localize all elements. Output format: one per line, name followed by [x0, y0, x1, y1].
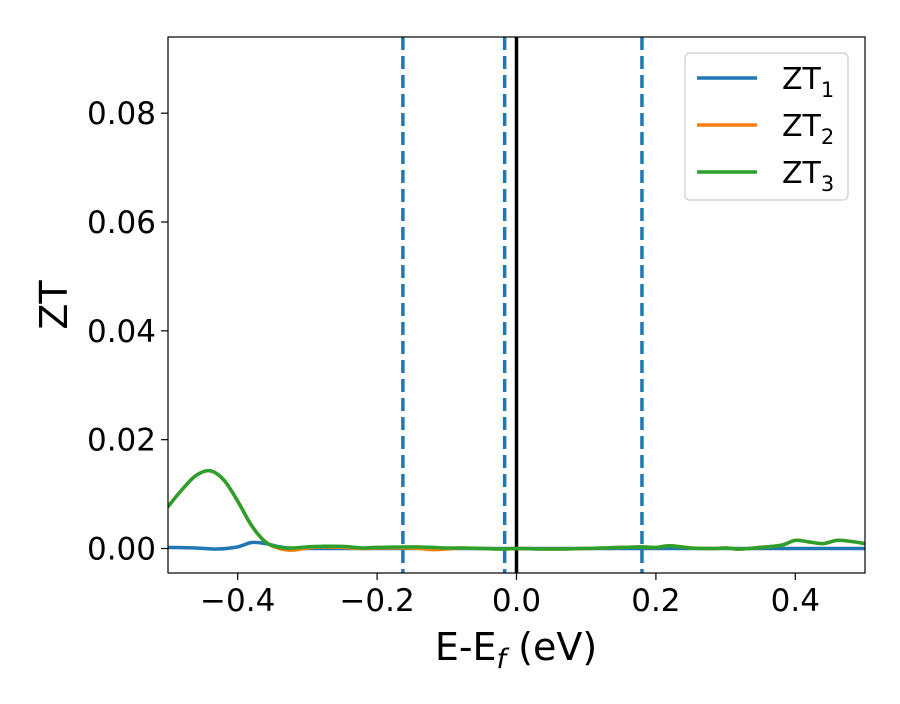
- legend-label: ZT3: [782, 156, 834, 196]
- y-axis-label: ZT: [32, 280, 76, 330]
- y-axis: 0.00 0.02 0.04 0.06 0.08: [87, 96, 168, 568]
- reference-lines: [401, 37, 644, 573]
- x-tick-label: 0.2: [631, 583, 680, 619]
- y-tick-label: 0.00: [87, 532, 156, 568]
- x-tick-label: 0.0: [492, 583, 541, 619]
- y-tick-label: 0.06: [87, 205, 156, 241]
- x-axis-label: E-Ef (eV): [435, 625, 597, 675]
- x-tick-label: −0.4: [200, 583, 275, 619]
- y-tick-label: 0.02: [87, 423, 156, 459]
- series-line-zt3: [168, 468, 865, 551]
- y-tick-label: 0.04: [87, 314, 156, 350]
- series-layer: [168, 468, 865, 552]
- legend-label: ZT2: [782, 109, 834, 149]
- y-tick-label: 0.08: [87, 96, 156, 132]
- legend-label: ZT1: [782, 62, 834, 102]
- legend-box: [684, 52, 849, 201]
- x-axis: −0.4 −0.2 0.0 0.2 0.4: [200, 573, 820, 619]
- x-tick-label: −0.2: [339, 583, 414, 619]
- x-tick-label: 0.4: [771, 583, 820, 619]
- legend: ZT1 ZT2 ZT3: [684, 52, 849, 201]
